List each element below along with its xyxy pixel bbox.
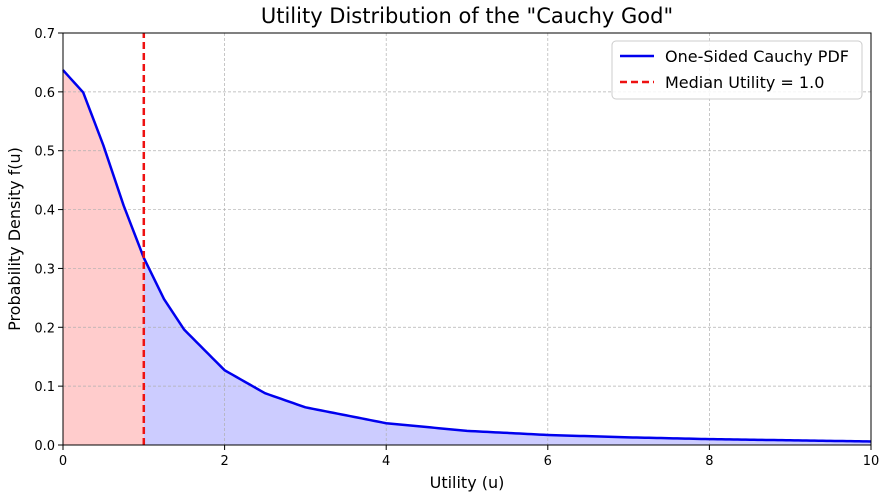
shaded-regions [63, 70, 872, 445]
axis-ticks: 0 2 4 6 8 10 0.0 0.1 0.2 0.3 0.4 0.5 0.6 0.7 [34, 27, 879, 469]
legend-box [611, 40, 863, 100]
y-tick-label: 0.5 [34, 145, 55, 160]
shaded-region-0 [63, 70, 144, 445]
x-tick-label: 10 [863, 454, 880, 469]
plot-frame [62, 32, 872, 446]
chart-title: Utility Distribution of the "Cauchy God" [261, 4, 673, 28]
x-axis-label: Utility (u) [430, 473, 505, 492]
x-tick-label: 6 [544, 454, 552, 469]
y-tick-label: 0.2 [34, 321, 55, 336]
y-tick-label: 0.3 [34, 262, 55, 277]
pdf-curve [62, 69, 872, 443]
y-tick-label: 0.4 [34, 204, 55, 219]
series-lines [62, 33, 872, 445]
x-tick-label: 0 [59, 454, 67, 469]
y-tick-label: 0.0 [34, 439, 55, 454]
y-axis-label: Probability Density f(u) [5, 147, 24, 331]
y-tick-label: 0.1 [34, 380, 55, 395]
y-tick-label: 0.7 [34, 27, 55, 42]
x-tick-label: 8 [705, 454, 713, 469]
legend: One-Sided Cauchy PDF Median Utility = 1.… [611, 40, 863, 100]
y-tick-label: 0.6 [34, 86, 55, 101]
legend-label-median: Median Utility = 1.0 [665, 73, 824, 92]
x-tick-label: 4 [382, 454, 390, 469]
shaded-region-1 [143, 257, 872, 445]
legend-label-pdf: One-Sided Cauchy PDF [665, 47, 849, 66]
x-tick-label: 2 [220, 454, 228, 469]
